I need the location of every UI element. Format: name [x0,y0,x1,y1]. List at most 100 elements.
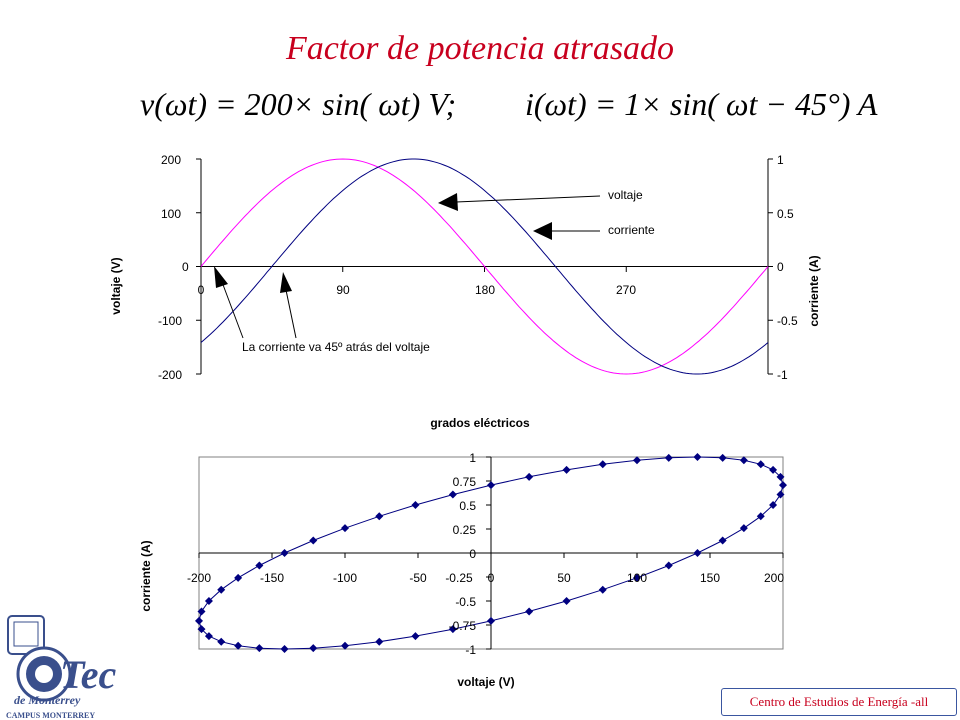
data-point [664,453,673,462]
y2-tick-label: 1 [777,153,784,167]
y-tick-label: 0.25 [453,523,477,537]
data-point [769,501,778,509]
data-point [633,456,641,465]
x-tick-label: -100 [333,571,357,585]
y-tick-label: 100 [161,207,181,221]
y-tick-label: -1 [465,643,476,657]
x-tick-label: -0.25 [445,571,473,585]
data-point [769,465,778,474]
y-tick-label: 0 [182,260,189,274]
voltaje-annotation: voltaje [608,188,643,202]
data-point [562,465,571,474]
data-point [525,607,534,616]
data-point [448,625,457,634]
y2-tick-label: 0.5 [777,207,794,221]
data-point [204,597,213,605]
y-tick-label: 1 [469,451,476,465]
y-tick-label: -100 [158,314,182,328]
y-tick-label: 0.5 [459,499,476,513]
data-point [280,645,289,653]
lag-arrow-head-1 [214,266,228,288]
voltage-series-line [200,158,769,375]
data-point [718,453,727,462]
y2-tick-label: 0 [777,260,784,274]
data-point [448,490,457,499]
data-point [197,625,206,634]
y-axis-title: corriente (A) [139,540,153,611]
data-point [341,641,349,650]
data-point [776,472,785,481]
data-point [375,512,384,521]
data-point [197,607,206,616]
data-point [739,524,748,533]
data-point [309,644,318,653]
data-point [525,472,534,481]
x-tick-label: 150 [700,571,720,585]
y2-tick-label: -1 [777,368,788,382]
data-point [598,460,607,469]
y-tick-label: 0 [469,547,476,561]
data-point [255,561,264,570]
x-tick-label: -200 [187,571,211,585]
lag-arrow-head-2 [280,272,292,293]
data-point [195,616,203,625]
data-point [204,632,213,641]
x-tick-label: 200 [764,571,784,585]
tec-logo-graphic: Tec de Monterrey CAMPUS MONTERREY [6,615,117,720]
x-tick-label: 100 [627,571,647,585]
current-equation: i(ωt) = 1× sin( ωt − 45°) A [525,86,878,122]
lag-arrow-line-2 [285,289,297,339]
y-axis-title: voltaje (V) [109,257,123,314]
corriente-arrow-head [533,222,552,240]
data-point [234,641,243,650]
data-point [487,481,495,490]
data-point [280,549,289,557]
y-tick-label: -0.75 [449,619,477,633]
corriente-annotation: corriente [608,223,655,237]
data-point [756,460,765,469]
x-tick-label: 270 [616,283,636,297]
svg-text:Tec: Tec [60,652,117,697]
x-tick-label: 180 [475,283,495,297]
voltage-equation: v(ωt) = 200× sin( ωt) V; [140,86,457,122]
lag-annotation: La corriente va 45º atrás del voltaje [242,340,430,354]
svg-text:de Monterrey: de Monterrey [14,693,81,707]
data-point [487,616,495,625]
data-point [375,637,384,646]
data-point [309,536,318,545]
y-tick-label: -200 [158,368,182,382]
y-tick-label: -0.5 [455,595,476,609]
tec-logo: Tec de Monterrey CAMPUS MONTERREY [4,612,140,720]
x-axis-title: voltaje (V) [457,675,514,689]
data-point [779,481,787,490]
footer-label: Centro de Estudios de Energía -all [721,688,957,716]
data-point [633,573,641,582]
data-point [776,490,785,499]
x-tick-label: 0 [488,571,495,585]
data-point [234,573,243,582]
x-tick-label: -150 [260,571,284,585]
y-tick-label: 200 [161,153,181,167]
data-point [217,637,226,646]
data-point [411,501,420,509]
y2-axis-title: corriente (A) [807,255,821,326]
data-point [411,632,420,641]
data-point [739,456,748,465]
data-point [718,536,727,545]
voltaje-arrow-line [455,195,601,203]
data-point [598,585,607,594]
y-tick-label: 0.75 [453,475,477,489]
data-point [756,512,765,521]
y2-tick-label: -0.5 [777,314,798,328]
svg-text:CAMPUS MONTERREY: CAMPUS MONTERREY [6,711,95,720]
lag-arrow-line-1 [221,281,244,339]
x-tick-label: -50 [409,571,427,585]
waveform-chart: 200 100 0 -100 -200 1 0.5 0 -0.5 -1 0 90… [109,153,821,430]
x-tick-label: 0 [198,283,205,297]
data-point [217,585,226,594]
data-point [562,597,571,605]
current-series-line [200,158,769,375]
data-point [693,453,702,461]
slide-title: Factor de potencia atrasado [285,30,675,67]
